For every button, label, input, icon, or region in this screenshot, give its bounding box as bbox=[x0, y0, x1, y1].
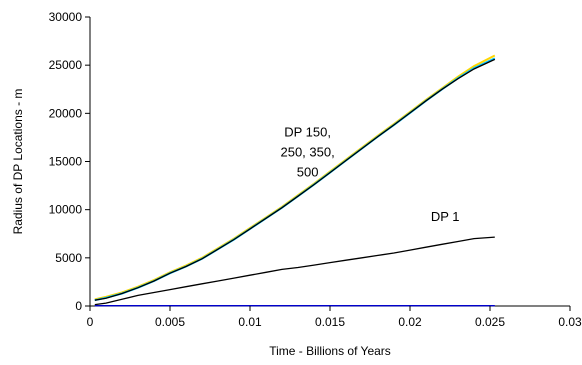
x-tick-label: 0.015 bbox=[315, 315, 345, 329]
annotation-label: 500 bbox=[297, 165, 319, 180]
y-tick-label: 30000 bbox=[49, 10, 83, 24]
x-tick-label: 0.005 bbox=[155, 315, 185, 329]
y-tick-label: 10000 bbox=[49, 203, 83, 217]
annotation-label: DP 1 bbox=[431, 209, 460, 224]
series-line-3 bbox=[94, 58, 496, 301]
x-tick-label: 0.03 bbox=[558, 315, 582, 329]
annotation-label: 250, 350, bbox=[280, 145, 334, 160]
annotation-label: DP 150, bbox=[284, 125, 331, 140]
y-tick-label: 15000 bbox=[49, 155, 83, 169]
y-tick-label: 5000 bbox=[55, 251, 82, 265]
y-tick-label: 25000 bbox=[49, 58, 83, 72]
y-tick-label: 20000 bbox=[49, 106, 83, 120]
series-line-1 bbox=[94, 54, 496, 301]
x-tick-label: 0.02 bbox=[398, 315, 422, 329]
x-axis-label: Time - Billions of Years bbox=[269, 344, 391, 358]
annotation-layer: DP 150, 250, 350, 500 DP 1 bbox=[280, 125, 459, 225]
ticks-layer: 0 0.005 0.01 0.015 0.02 0.025 0.03 0 5000 10000 15… bbox=[49, 10, 582, 329]
y-axis-label: Radius of DP Locations - m bbox=[11, 89, 25, 235]
x-tick-label: 0 bbox=[87, 315, 94, 329]
series-line-4 bbox=[94, 236, 495, 306]
plot-area: 0 0.005 0.01 0.015 0.02 0.025 0.03 0 5000 10000 15… bbox=[49, 10, 582, 329]
series-layer bbox=[94, 54, 496, 307]
y-tick-label: 0 bbox=[75, 299, 82, 313]
x-tick-label: 0.025 bbox=[475, 315, 505, 329]
x-tick-label: 0.01 bbox=[238, 315, 262, 329]
